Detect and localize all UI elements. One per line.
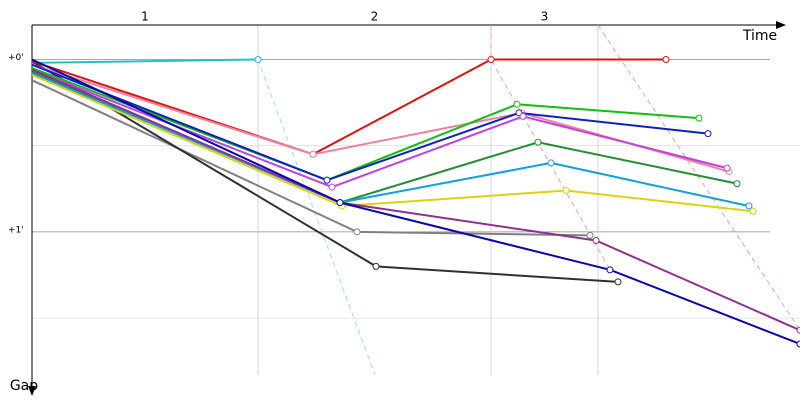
gap-line <box>31 63 709 182</box>
gap-line <box>31 68 800 332</box>
lap-progress-line <box>257 59 376 376</box>
gap-point <box>749 207 757 215</box>
gap-point <box>704 130 712 138</box>
gap-point <box>323 176 331 184</box>
gap-point <box>534 138 542 146</box>
gap-point <box>592 237 600 245</box>
gap-point <box>695 114 703 122</box>
gap-line <box>31 67 700 182</box>
lap-progress-line <box>490 25 611 271</box>
gap-point <box>513 100 521 108</box>
gap-line <box>31 72 750 208</box>
gap-point <box>586 231 594 239</box>
gap-point <box>796 326 800 334</box>
gap-point <box>662 55 670 63</box>
gap-point <box>353 228 361 236</box>
gap-point <box>547 159 555 167</box>
lap-progress-line <box>597 24 800 331</box>
gap-point <box>309 150 317 158</box>
lap-label: 2 <box>371 10 379 24</box>
gap-line <box>31 58 800 345</box>
lap-label: 3 <box>541 10 549 24</box>
gap-point <box>723 164 731 172</box>
gap-line <box>31 70 738 204</box>
lap-label: 1 <box>141 10 149 24</box>
gap-point <box>336 199 344 207</box>
x-axis-title: Time <box>742 28 777 44</box>
gap-point <box>328 183 336 191</box>
y-axis-arrow <box>28 386 36 396</box>
gap-point <box>606 266 614 274</box>
gap-line <box>31 74 754 213</box>
x-axis-arrow <box>776 21 786 29</box>
gap-point <box>519 112 527 120</box>
gap-point <box>745 202 753 210</box>
y-tick-label: +1' <box>8 225 24 235</box>
gap-point <box>796 340 800 348</box>
gap-point <box>254 55 262 63</box>
gap-point <box>487 55 495 63</box>
gap-line <box>31 58 259 64</box>
gap-point <box>372 262 380 270</box>
y-tick-label: +0' <box>8 53 24 63</box>
gap-point <box>614 278 622 286</box>
gap-line <box>31 60 619 283</box>
gap-point <box>733 180 741 188</box>
gap-line <box>31 58 666 156</box>
gap-point <box>562 187 570 195</box>
